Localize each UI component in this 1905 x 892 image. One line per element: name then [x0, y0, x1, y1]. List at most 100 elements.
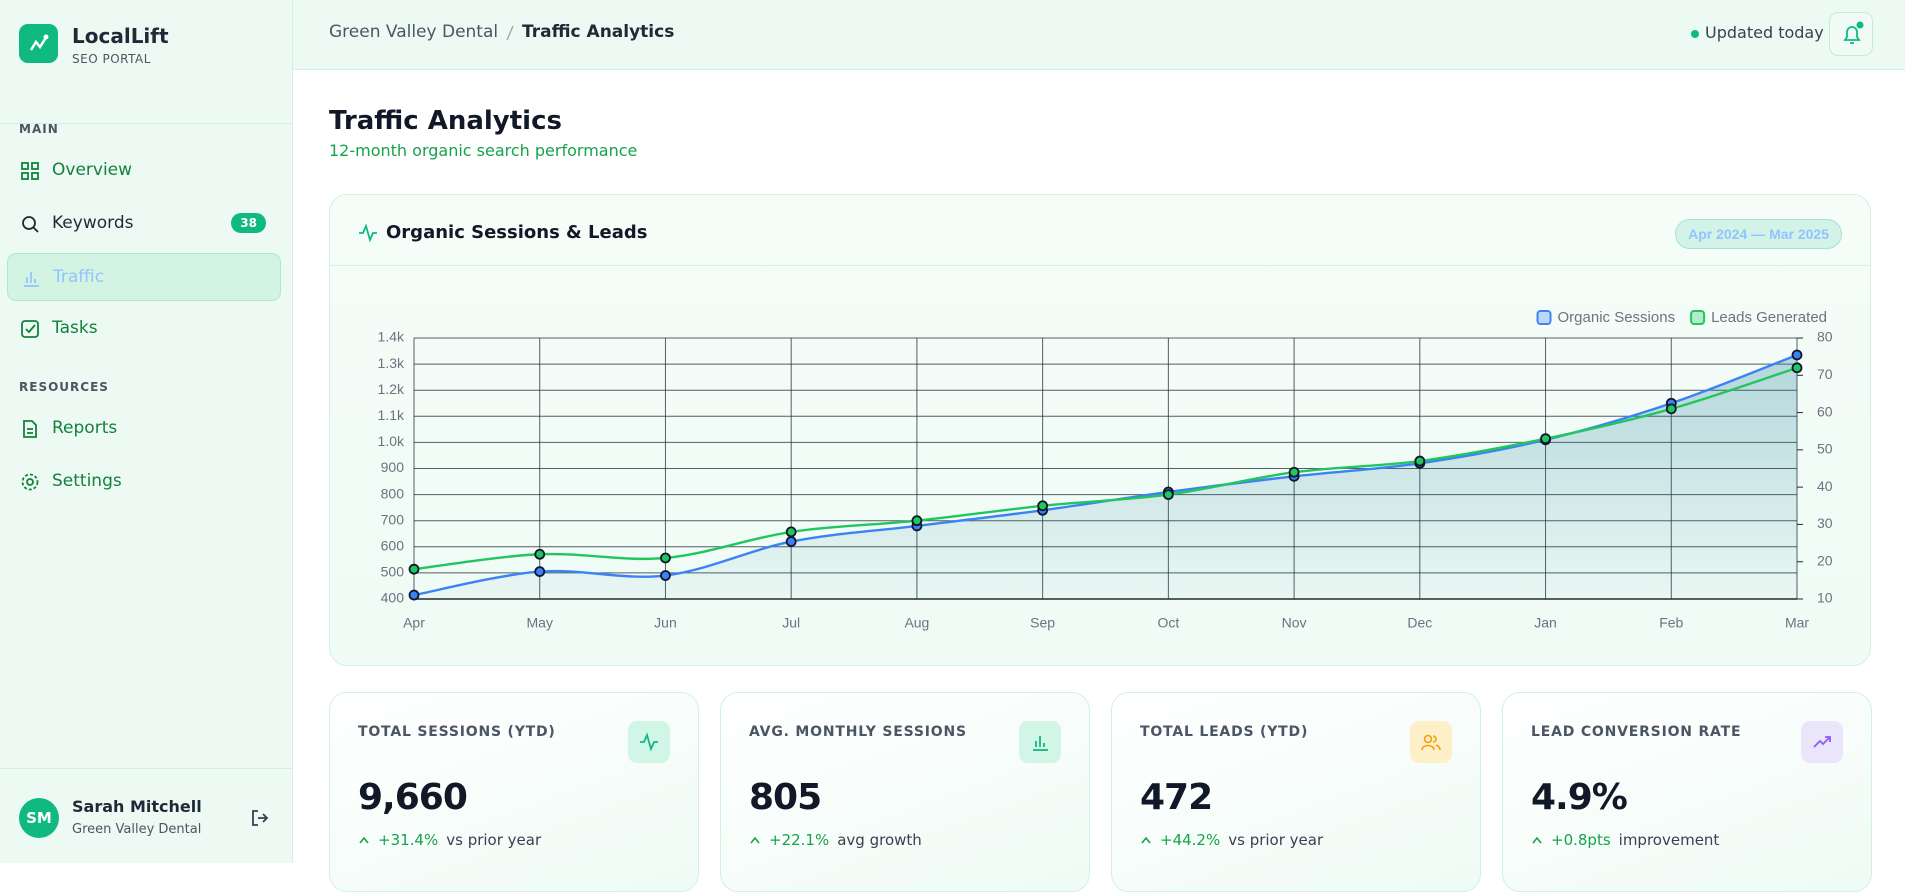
- area-fill: [414, 354, 1797, 599]
- header: Green Valley Dental Traffic Analytics Up…: [293, 0, 1905, 70]
- icon: [640, 732, 658, 752]
- breadcrumb-link[interactable]: Green Valley Dental: [329, 22, 499, 42]
- nav-label: Reports: [52, 418, 118, 438]
- y-tick-label: 1.4k: [378, 329, 405, 345]
- legend-label: Organic Sessions: [1558, 309, 1676, 326]
- y2-tick-label: 70: [1817, 366, 1833, 382]
- kpi-change: +44.2%: [1160, 831, 1221, 849]
- icon: [24, 272, 39, 287]
- divider: [330, 265, 1870, 266]
- x-tick-label: Nov: [1282, 615, 1307, 631]
- kpi-label: TOTAL LEADS (YTD): [1140, 724, 1309, 740]
- kpi-card: TOTAL SESSIONS (YTD) 9,660 +31.4% vs prio…: [329, 692, 699, 892]
- nav-label: Settings: [52, 471, 122, 491]
- x-tick-label: May: [527, 615, 553, 631]
- kpi-icon: [1019, 721, 1061, 763]
- series-line: [413, 366, 1798, 571]
- section-heading: RESOURCES: [19, 380, 109, 394]
- icon: [23, 420, 37, 438]
- x-tick-label: Feb: [1659, 615, 1683, 631]
- kpi-value: 9,660: [358, 777, 468, 818]
- y-tick-label: 800: [381, 485, 405, 501]
- data-point: [1665, 403, 1677, 415]
- nav-item[interactable]: Overview: [7, 147, 281, 195]
- date-range[interactable]: Apr 2024 — Mar 2025: [1675, 219, 1842, 249]
- nav-label: Keywords: [52, 213, 134, 233]
- nav-item[interactable]: Keywords 38: [7, 200, 281, 248]
- page-title: Traffic Analytics: [329, 106, 562, 136]
- data-point: [1162, 489, 1174, 501]
- data-point: [408, 563, 420, 575]
- legend-swatch: [1690, 310, 1706, 325]
- kpi-icon: [1410, 721, 1452, 763]
- nav-item[interactable]: Tasks: [7, 305, 281, 353]
- nav-label: Overview: [52, 160, 133, 180]
- logout-button[interactable]: [250, 808, 270, 828]
- kpi-note: improvement: [1618, 831, 1720, 849]
- divider: [0, 123, 293, 124]
- y2-tick-label: 10: [1817, 590, 1833, 606]
- x-tick-label: Oct: [1157, 615, 1179, 631]
- legend-swatch: [1536, 310, 1552, 325]
- nav-label: Tasks: [52, 318, 98, 338]
- avatar: SM: [19, 798, 59, 838]
- nav-item[interactable]: Reports: [7, 405, 281, 453]
- up-arrow: [1532, 836, 1542, 844]
- data-point: [1791, 362, 1803, 374]
- y2-tick-label: 20: [1817, 552, 1833, 568]
- data-point: [785, 536, 797, 547]
- kpi-change: +0.8pts: [1551, 831, 1611, 849]
- y2-tick-label: 60: [1817, 403, 1833, 419]
- data-point: [408, 589, 420, 601]
- chart-card: Organic Sessions & Leads Apr 2024 — Mar …: [329, 194, 1871, 666]
- y-tick-label: 1.2k: [378, 381, 405, 397]
- x-tick-label: Aug: [904, 615, 929, 631]
- y-tick-label: 1.3k: [378, 355, 405, 371]
- nav-item[interactable]: Settings: [7, 458, 281, 506]
- kpi-card: LEAD CONVERSION RATE 4.9% +0.8pts improve…: [1502, 692, 1872, 892]
- page-subtitle: 12-month organic search performance: [329, 141, 638, 160]
- kpi-change-row: +44.2% vs prior year: [1140, 831, 1323, 849]
- y-tick-label: 700: [381, 511, 405, 527]
- icon: [22, 216, 39, 233]
- kpi-change-row: +31.4% vs prior year: [358, 831, 541, 849]
- y-tick-label: 500: [381, 564, 405, 580]
- badge: 38: [231, 213, 266, 233]
- user-org: Green Valley Dental: [72, 822, 202, 837]
- x-tick-label: Jan: [1534, 615, 1557, 631]
- data-point: [1540, 433, 1551, 445]
- activity-icon: [359, 223, 377, 243]
- kpi-value: 805: [749, 777, 822, 818]
- y2-tick-label: 40: [1817, 478, 1833, 494]
- divider: [0, 768, 293, 769]
- data-point: [911, 515, 923, 527]
- kpi-label: AVG. MONTHLY SESSIONS: [749, 724, 967, 740]
- icon: [1033, 736, 1048, 751]
- data-point: [1037, 500, 1049, 512]
- data-point: [660, 570, 671, 581]
- x-tick-label: Apr: [403, 615, 425, 631]
- icon: [1421, 734, 1441, 751]
- kpi-note: vs prior year: [1228, 831, 1324, 849]
- section-heading: MAIN: [19, 122, 59, 136]
- data-point: [1791, 349, 1803, 361]
- kpi-icon: [628, 721, 670, 763]
- logo-icon: [29, 34, 49, 51]
- data-point: [1414, 455, 1426, 467]
- brand: LocalLift: [72, 24, 169, 48]
- x-tick-label: Jun: [654, 615, 677, 631]
- nav-item-active[interactable]: Traffic: [7, 253, 281, 301]
- data-point: [534, 566, 546, 577]
- kpi-value: 472: [1140, 777, 1213, 818]
- y-tick-label: 600: [381, 538, 405, 554]
- kpi-change-row: +0.8pts improvement: [1531, 831, 1719, 849]
- notifications-button[interactable]: [1829, 12, 1873, 56]
- breadcrumb-current: Traffic Analytics: [522, 22, 675, 42]
- card-title: Organic Sessions & Leads: [386, 222, 648, 243]
- kpi-value: 4.9%: [1531, 777, 1628, 818]
- logo[interactable]: [19, 24, 58, 63]
- legend-label: Leads Generated: [1711, 309, 1827, 326]
- x-tick-label: Dec: [1407, 615, 1432, 631]
- kpi-change-row: +22.1% avg growth: [749, 831, 922, 849]
